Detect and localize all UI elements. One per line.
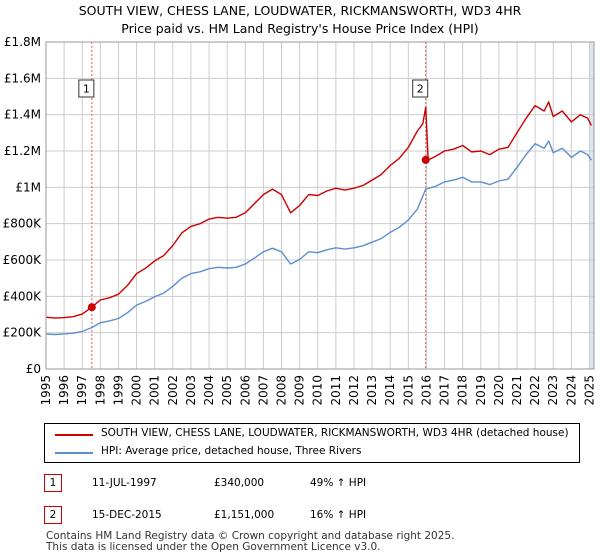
x-tick-label: 2012 bbox=[347, 375, 361, 406]
x-tick-label: 2015 bbox=[401, 375, 415, 406]
hpi-line bbox=[45, 140, 592, 336]
x-tick-label: 2016 bbox=[419, 375, 433, 406]
x-tick-label: 2017 bbox=[438, 375, 452, 406]
sale-2-label-box bbox=[412, 79, 429, 98]
sale-annotation-2: 2 15-DEC-2015 £1,151,000 16% ↑ HPI bbox=[44, 506, 584, 526]
chart-title: SOUTH VIEW, CHESS LANE, LOUDWATER, RICKM… bbox=[0, 2, 600, 38]
sale-price: £1,151,000 bbox=[214, 509, 275, 521]
y-tick-label: £800K bbox=[3, 217, 43, 231]
y-tick-label: £1.4M bbox=[4, 108, 41, 122]
footer: Contains HM Land Registry data © Crown c… bbox=[46, 531, 454, 553]
sale-marker-box: 2 bbox=[44, 506, 62, 524]
legend-item-hpi: HPI: Average price, detached house, Thre… bbox=[45, 444, 579, 462]
x-tick-label: 2014 bbox=[383, 375, 397, 406]
sale-marker-box: 1 bbox=[44, 474, 62, 492]
x-tick-label: 1995 bbox=[39, 375, 53, 406]
x-tick-label: 2010 bbox=[311, 375, 325, 406]
x-tick-label: 1999 bbox=[111, 375, 125, 406]
property-price-line bbox=[45, 101, 592, 319]
y-tick-label: £1.6M bbox=[4, 71, 41, 85]
sale-1-point bbox=[87, 303, 96, 312]
footer-line-2: This data is licensed under the Open Gov… bbox=[46, 541, 381, 553]
y-tick-label: £400K bbox=[3, 289, 43, 303]
y-tick-label: £1.2M bbox=[4, 144, 41, 158]
price-chart: £0 £200K £400K £600K £800K £1M £1.2M £1.4M £1.6M… bbox=[3, 35, 597, 406]
sale-hpi-change: 49% ↑ HPI bbox=[310, 477, 367, 489]
x-tick-label: 2021 bbox=[510, 375, 524, 406]
legend-item-property: SOUTH VIEW, CHESS LANE, LOUDWATER, RICKM… bbox=[45, 426, 579, 444]
x-tick-label: 1997 bbox=[75, 375, 89, 406]
y-tick-label: £1M bbox=[15, 180, 41, 194]
x-tick-label: 2019 bbox=[474, 375, 488, 406]
sale-1-label-box bbox=[78, 79, 95, 98]
sale-annotation-1: 1 11-JUL-1997 £340,000 49% ↑ HPI bbox=[44, 474, 584, 494]
title-line-2: Price paid vs. HM Land Registry's House … bbox=[121, 21, 479, 36]
x-tick-label: 2001 bbox=[148, 375, 162, 406]
x-tick-label: 2006 bbox=[238, 375, 252, 406]
sale-date: 15-DEC-2015 bbox=[92, 509, 162, 521]
title-line-1: SOUTH VIEW, CHESS LANE, LOUDWATER, RICKM… bbox=[78, 3, 522, 18]
y-tick-label: £600K bbox=[3, 253, 43, 267]
plot-frame bbox=[45, 41, 595, 370]
legend-label-hpi: HPI: Average price, detached house, Thre… bbox=[101, 445, 362, 457]
sale-hpi-change: 16% ↑ HPI bbox=[310, 509, 367, 521]
plot-area bbox=[46, 42, 594, 369]
future-shade bbox=[589, 42, 594, 369]
sale-2-point bbox=[421, 155, 430, 164]
x-tick-label: 2018 bbox=[456, 375, 470, 406]
x-tick-label: 2008 bbox=[275, 375, 289, 406]
x-tick-label: 2007 bbox=[256, 375, 270, 406]
x-tick-label: 2022 bbox=[528, 375, 542, 406]
sale-2-label: 2 bbox=[417, 83, 424, 96]
legend: SOUTH VIEW, CHESS LANE, LOUDWATER, RICKM… bbox=[44, 423, 580, 463]
x-tick-label: 2024 bbox=[564, 375, 578, 406]
y-tick-label: £0 bbox=[26, 362, 41, 376]
x-tick-label: 2011 bbox=[329, 375, 343, 406]
x-tick-label: 2013 bbox=[365, 375, 379, 406]
x-tick-label: 2004 bbox=[202, 375, 216, 406]
x-tick-label: 2009 bbox=[293, 375, 307, 406]
sale-1-label: 1 bbox=[83, 83, 90, 96]
legend-swatch-hpi bbox=[55, 452, 93, 454]
x-tick-label: 1996 bbox=[57, 375, 71, 406]
y-tick-label: £200K bbox=[3, 326, 43, 340]
footer-line-1: Contains HM Land Registry data © Crown c… bbox=[46, 530, 455, 542]
x-tick-label: 2020 bbox=[492, 375, 506, 406]
legend-swatch-property bbox=[55, 434, 93, 436]
x-tick-label: 2003 bbox=[184, 375, 198, 406]
y-tick-label: £1.8M bbox=[4, 35, 41, 49]
x-tick-label: 2002 bbox=[166, 375, 180, 406]
x-tick-label: 2023 bbox=[546, 375, 560, 406]
x-tick-label: 2025 bbox=[582, 375, 596, 406]
x-tick-label: 2005 bbox=[220, 375, 234, 406]
x-tick-label: 2000 bbox=[130, 375, 144, 406]
legend-label-property: SOUTH VIEW, CHESS LANE, LOUDWATER, RICKM… bbox=[101, 427, 569, 439]
x-tick-label: 1998 bbox=[93, 375, 107, 406]
sale-date: 11-JUL-1997 bbox=[92, 477, 157, 489]
sale-price: £340,000 bbox=[214, 477, 265, 489]
